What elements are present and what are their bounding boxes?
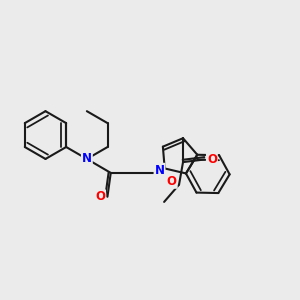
Text: N: N (154, 164, 164, 177)
Text: O: O (95, 190, 105, 203)
Text: O: O (207, 153, 217, 166)
Text: O: O (167, 175, 177, 188)
Text: N: N (82, 152, 92, 166)
